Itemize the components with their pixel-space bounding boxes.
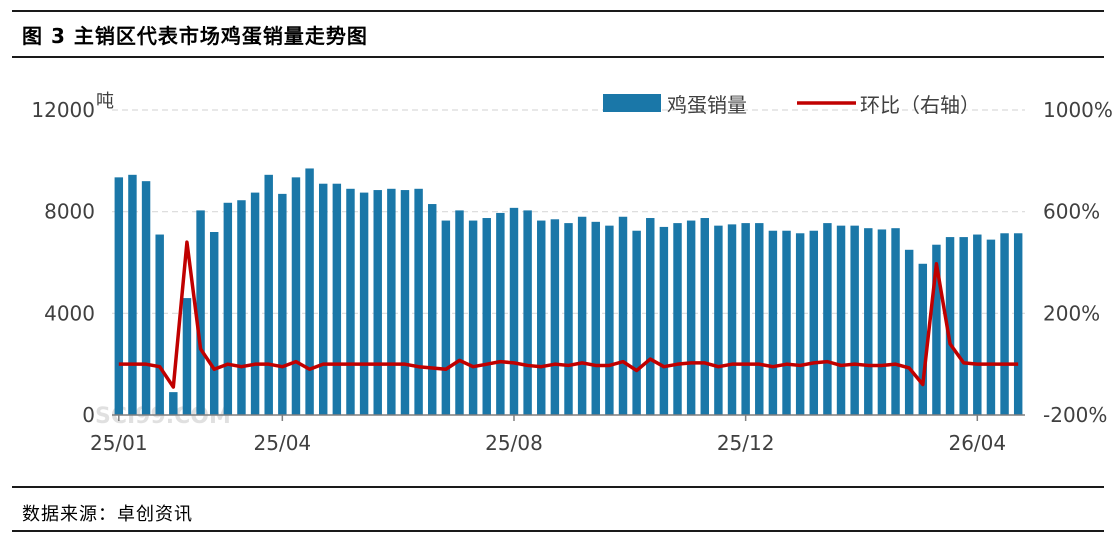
bar — [441, 220, 451, 415]
bar — [550, 219, 560, 415]
bar — [836, 225, 846, 415]
y2-tick-label: 600% — [1043, 200, 1100, 224]
bar — [468, 220, 478, 415]
bar — [850, 225, 859, 415]
bar — [455, 210, 464, 415]
bar — [428, 204, 437, 415]
y2-tick-label: -200% — [1043, 403, 1107, 427]
bar — [877, 229, 887, 415]
bar — [387, 188, 396, 415]
x-tick-label: 25/08 — [485, 431, 543, 455]
bar — [359, 192, 369, 415]
legend-line-label: 环比（右轴） — [860, 93, 980, 117]
bar — [768, 230, 778, 415]
bar — [1000, 233, 1009, 415]
bar — [659, 226, 669, 415]
bar — [128, 174, 137, 415]
bar — [932, 244, 941, 415]
y2-tick-label: 200% — [1043, 301, 1100, 325]
legend-bar-label: 鸡蛋销量 — [667, 93, 747, 117]
bar — [973, 234, 982, 415]
bar — [577, 216, 587, 415]
bar — [564, 223, 573, 415]
y-tick-label: 12000 — [31, 98, 95, 122]
bar — [537, 220, 546, 415]
bar — [414, 188, 423, 415]
bar — [523, 210, 532, 415]
y-tick-label: 8000 — [44, 200, 95, 224]
y-axis-unit: 吨 — [96, 91, 114, 112]
line-series — [118, 240, 1019, 389]
bar — [114, 177, 124, 415]
source-rule — [12, 486, 1104, 488]
bar — [155, 234, 164, 415]
title-rule — [12, 56, 1104, 58]
bar — [618, 216, 628, 415]
bar — [755, 223, 764, 415]
bar — [169, 392, 178, 415]
bar — [986, 239, 996, 415]
figure-title: 图 3 主销区代表市场鸡蛋销量走势图 — [22, 24, 368, 48]
bar — [373, 190, 382, 415]
bar — [591, 221, 600, 415]
legend: 鸡蛋销量 环比（右轴） — [603, 93, 980, 117]
bar — [741, 223, 750, 415]
bar — [141, 181, 151, 415]
bar — [646, 218, 655, 415]
bar — [182, 298, 192, 415]
bar — [1013, 233, 1023, 415]
top-rule — [12, 10, 1104, 12]
bar — [400, 190, 410, 415]
bar — [700, 218, 709, 415]
bar — [605, 225, 614, 415]
bar — [482, 218, 491, 415]
x-tick-label: 25/12 — [717, 431, 775, 455]
bar — [918, 263, 928, 415]
bar — [959, 237, 968, 415]
bar — [864, 228, 873, 415]
figure-source: 数据来源：卓创资讯 — [22, 504, 193, 525]
bar — [795, 233, 805, 415]
x-tick-label: 25/04 — [254, 431, 312, 455]
bar — [237, 200, 246, 415]
bar — [278, 193, 287, 415]
bar — [196, 210, 205, 415]
bottom-rule — [12, 530, 1104, 532]
bar — [673, 223, 682, 415]
bar — [346, 188, 355, 415]
bar — [823, 223, 832, 415]
gridlines — [112, 109, 1025, 314]
x-tick-label: 26/04 — [948, 431, 1006, 455]
y2-tick-label: 1000% — [1043, 98, 1113, 122]
bar — [904, 249, 914, 415]
bar — [632, 230, 641, 415]
bar — [209, 232, 219, 415]
bar — [332, 183, 342, 415]
bar — [250, 192, 260, 415]
bar — [496, 212, 505, 415]
bar — [509, 207, 519, 415]
bar — [291, 177, 301, 415]
bar — [727, 224, 737, 415]
bar — [318, 183, 328, 415]
bar-series — [114, 168, 1023, 415]
y-tick-label: 0 — [82, 403, 95, 427]
bar — [264, 174, 273, 415]
axes: 0 4000 8000 12000 -200% 200% 600% 1000% 25/01 25/… — [31, 98, 1113, 455]
bar — [891, 228, 900, 415]
bar — [945, 237, 955, 415]
bar — [809, 230, 819, 415]
y-tick-label: 4000 — [44, 301, 95, 325]
bar — [782, 230, 791, 415]
x-tick-label: 25/01 — [90, 431, 148, 455]
bar — [686, 220, 696, 415]
bar — [223, 202, 233, 415]
legend-bar-swatch — [603, 94, 661, 112]
bar — [714, 225, 723, 415]
chart: SCI99.COM 04000800012000-200%200%600%100… — [31, 91, 1113, 455]
bar — [305, 168, 314, 415]
